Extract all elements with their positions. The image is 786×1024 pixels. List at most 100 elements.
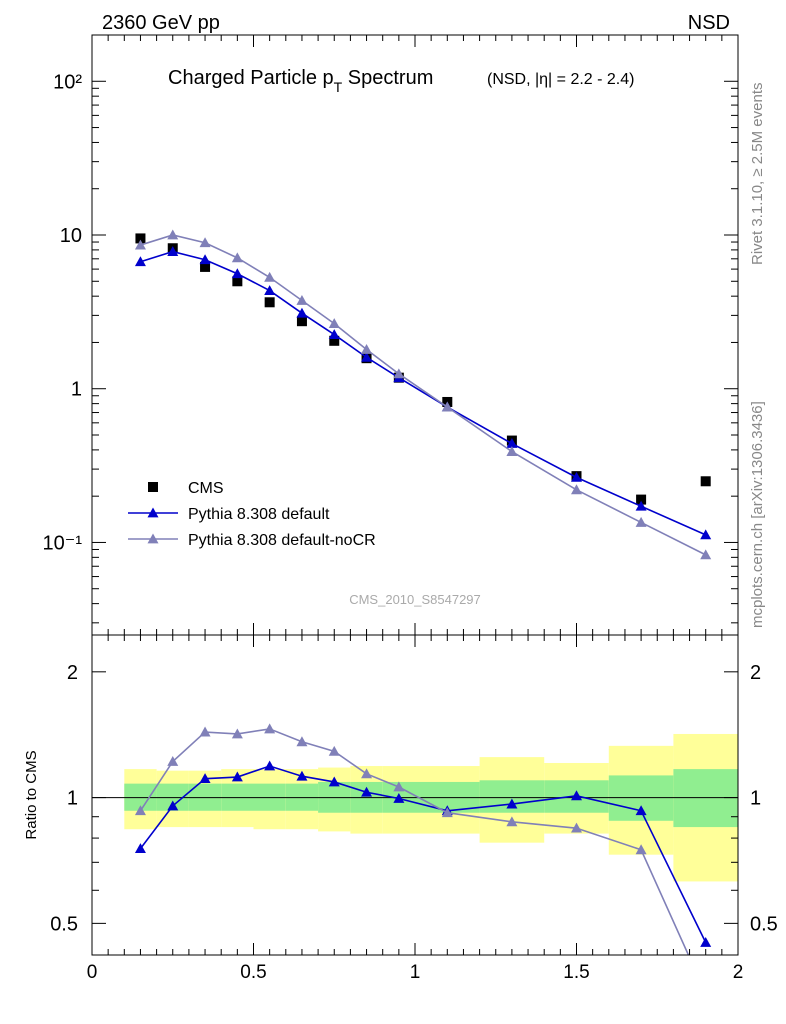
legend: CMS Pythia 8.308 default Pythia 8.308 defa…: [128, 480, 376, 549]
data-point: [134, 256, 146, 267]
data-point: [393, 368, 405, 379]
data-point: [571, 484, 582, 495]
ratio-point: [506, 798, 518, 809]
y-tick-label: 10²: [53, 71, 82, 93]
data-point: [199, 237, 211, 248]
ratio-y-tick-label-left: 2: [67, 662, 78, 684]
ratio-y-tick-label-left: 0.5: [50, 913, 78, 935]
data-point: [264, 297, 275, 308]
ratio-point: [134, 805, 146, 816]
ratio-point: [296, 736, 308, 747]
ratio-point: [571, 790, 582, 801]
ratio-y-tick-label-left: 1: [67, 788, 78, 810]
ratio-point: [571, 822, 582, 833]
ratio-point: [700, 988, 711, 998]
data-point: [328, 318, 340, 329]
x-tick-label: 1: [410, 962, 421, 983]
data-point: [635, 500, 647, 511]
ratio-y-tick-label-right: 0.5: [750, 913, 778, 935]
x-tick-label: 0.5: [240, 962, 266, 983]
data-point: [264, 285, 276, 295]
x-tick-label: 1.5: [563, 962, 589, 983]
data-point: [199, 254, 211, 265]
main-panel-ticks: 10⁻¹ 1 10 10²: [43, 34, 739, 635]
data-point: [361, 351, 373, 362]
data-point: [134, 239, 146, 250]
legend-marker: [147, 507, 159, 518]
x-tick-label: 0: [87, 962, 98, 983]
ratio-point: [393, 793, 405, 803]
data-point: [506, 438, 518, 448]
ratio-point: [167, 756, 179, 766]
y-tick-label: 10: [60, 225, 82, 247]
legend-entry: CMS: [148, 480, 224, 497]
data-point: [700, 476, 711, 487]
data-point: [296, 294, 308, 305]
ratio-point: [393, 781, 405, 792]
rivet-version-label: Rivet 3.1.10, ≥ 2.5M events: [749, 83, 766, 266]
data-point: [296, 316, 307, 327]
ratio-line: [139, 765, 707, 943]
series-line: [140, 234, 707, 556]
ratio-point: [167, 800, 179, 811]
legend-entry: Pythia 8.308 default-noCR: [128, 532, 376, 549]
data-point: [329, 335, 340, 346]
chart-subtitle: (NSD, |η| = 2.2 - 2.4): [487, 71, 634, 88]
data-point: [232, 276, 243, 287]
ratio-point: [361, 768, 373, 779]
ratio-point: [635, 844, 647, 855]
ratio-point: [441, 807, 453, 818]
main-panel-marks: [134, 229, 712, 560]
ratio-point: [328, 745, 340, 756]
legend-label: Pythia 8.308 default: [188, 506, 330, 523]
ratio-point: [635, 805, 647, 816]
data-point: [167, 229, 179, 240]
ratio-point: [199, 773, 211, 784]
data-point: [635, 516, 647, 527]
header-process-label: NSD: [688, 12, 730, 34]
ratio-point: [296, 770, 308, 781]
svg-text:Charged Particle pT Spectrum: Charged Particle pT Spectrum: [168, 67, 433, 95]
ratio-point: [199, 726, 211, 737]
data-point: [231, 268, 243, 279]
ratio-y-tick-label-right: 1: [750, 788, 761, 810]
chart-title-subscript: T: [334, 79, 343, 95]
ratio-point: [264, 760, 276, 771]
data-point: [441, 401, 453, 412]
data-point: [636, 494, 647, 505]
data-point: [264, 271, 276, 282]
chart-title: Charged Particle pT Spectrum (NSD, |η| =…: [168, 67, 634, 95]
legend-label: CMS: [188, 480, 224, 497]
ratio-point: [231, 771, 243, 782]
series-2: [134, 229, 712, 560]
stat-band: [673, 769, 738, 828]
ratio-point: [506, 816, 518, 827]
ratio-panel-marks: [134, 723, 712, 998]
data-point: [506, 446, 518, 456]
ratio-series-1: [134, 723, 711, 998]
ratio-line: [139, 728, 690, 955]
analysis-watermark: CMS_2010_S8547297: [349, 592, 481, 607]
ratio-y-axis-label: Ratio to CMS: [23, 750, 40, 839]
data-point: [200, 261, 211, 272]
legend-entry: Pythia 8.308 default: [128, 506, 330, 523]
y-tick-label: 10⁻¹: [43, 532, 83, 554]
data-point: [700, 529, 712, 540]
data-point: [700, 549, 712, 560]
series-line: [140, 250, 707, 536]
chart-title-main: Charged Particle p: [168, 67, 334, 89]
y-tick-label: 1: [71, 379, 82, 401]
data-point: [167, 246, 179, 256]
data-point: [296, 307, 308, 318]
ratio-point: [328, 776, 340, 787]
data-point: [361, 343, 373, 354]
data-point: [231, 252, 243, 263]
legend-marker: [148, 482, 158, 492]
data-point: [571, 471, 582, 482]
ratio-point: [264, 723, 276, 734]
ratio-point: [134, 843, 146, 853]
series-0: [135, 233, 711, 505]
ratio-point: [361, 786, 373, 797]
x-tick-label: 2: [733, 962, 744, 983]
